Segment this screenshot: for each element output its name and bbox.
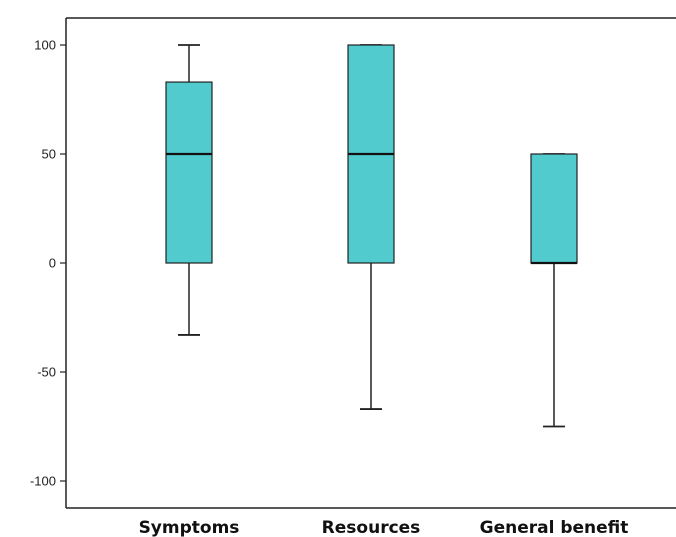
iqr-box: [165, 81, 213, 264]
iqr-box: [530, 153, 578, 264]
y-axis: 100 50 0 -50 -100: [30, 38, 66, 489]
y-tick-label: 50: [42, 147, 56, 162]
box-symptoms: [165, 44, 213, 336]
x-category-label: Resources: [322, 518, 421, 537]
x-category-label: General benefit: [480, 518, 629, 537]
box-resources: [347, 44, 395, 410]
y-tick-label: 100: [34, 38, 56, 53]
y-tick-label: 0: [49, 256, 56, 271]
x-category-label: Symptoms: [139, 518, 240, 537]
x-axis: Symptoms Resources General benefit: [139, 518, 629, 537]
y-tick-label: -50: [37, 365, 56, 380]
y-tick-label: -100: [30, 474, 56, 489]
boxes: [165, 44, 578, 428]
box-general-benefit: [530, 153, 578, 428]
